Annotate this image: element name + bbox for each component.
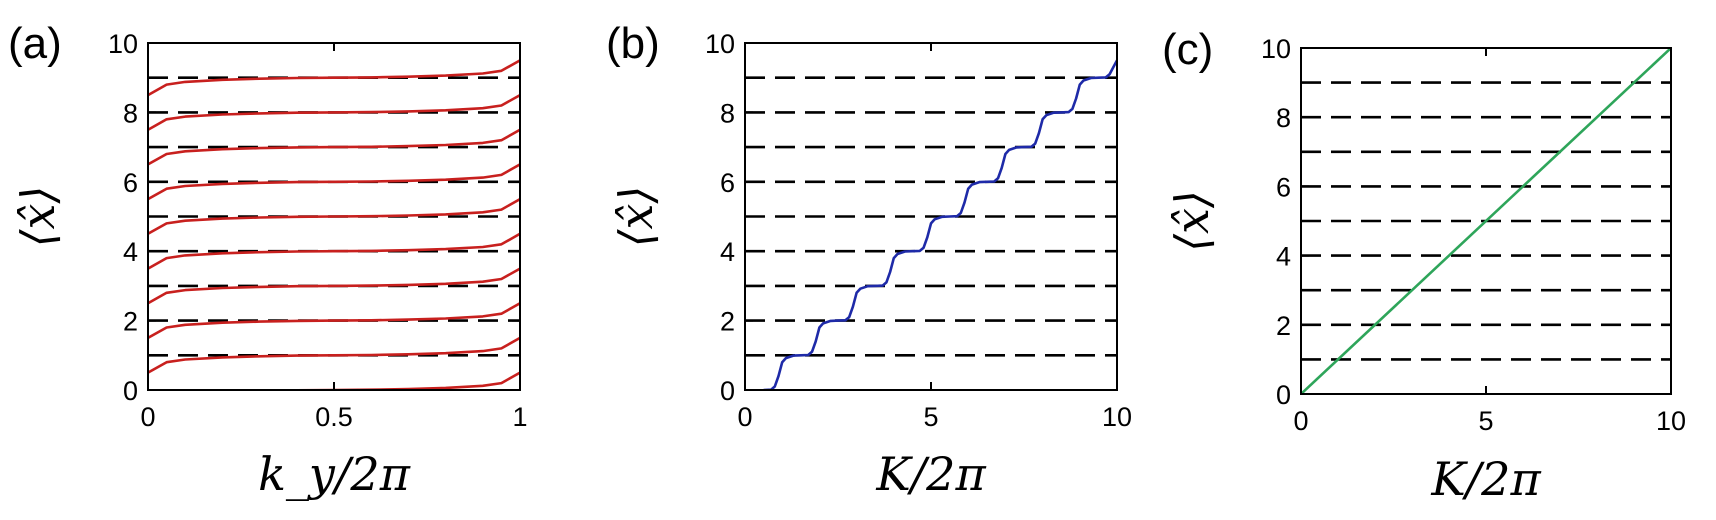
y-tick-label: 2 [123,307,138,337]
y-tick-label: 0 [123,376,138,406]
y-tick-label: 4 [123,237,138,267]
y-axis-label: ⟨x̂⟩ [11,186,65,248]
series-line [763,59,1117,390]
x-tick-label: 0 [140,402,155,432]
y-tick-label: 4 [720,237,735,267]
y-tick-label: 6 [720,168,735,198]
y-tick-label: 2 [720,307,735,337]
y-tick-label: 8 [1276,103,1291,133]
y-tick-label: 10 [108,29,138,59]
y-tick-label: 2 [1276,311,1291,341]
panel-b: 0 2 4 6 8 10 0 5 10 (b) K/2π ⟨x̂⟩ [606,19,1132,501]
y-tick-label: 8 [123,98,138,128]
x-tick-label: 5 [923,402,938,432]
y-axis-label: ⟨x̂⟩ [609,186,663,248]
x-axis-label: K/2π [1430,452,1541,506]
x-tick-label: 10 [1102,402,1132,432]
series-line [148,128,520,166]
series-line [148,93,520,131]
x-tick-label: 0.5 [315,402,353,432]
series-line [148,232,520,270]
series-line [1301,48,1671,394]
y-tick-label: 6 [123,168,138,198]
panel-label: (a) [8,19,62,68]
y-tick-label: 0 [1276,380,1291,410]
series-line [148,163,520,201]
series-line [249,371,520,390]
series-line [148,197,520,235]
x-tick-label: 5 [1478,406,1493,436]
x-axis-label: K/2π [875,447,986,501]
series-line [148,302,520,340]
y-tick-label: 6 [1276,172,1291,202]
series-line [148,59,520,97]
y-tick-label: 10 [1261,34,1291,64]
x-tick-label: 0 [1293,406,1308,436]
x-tick-label: 0 [737,402,752,432]
panel-label: (c) [1162,25,1213,74]
y-tick-label: 10 [705,29,735,59]
series-line [148,336,520,374]
panel-a: 0 2 4 6 8 10 0 0.5 1 (a) k_y/2π ⟨x̂⟩ [8,19,528,501]
x-tick-label: 10 [1656,406,1686,436]
x-axis-label: k_y/2π [258,447,411,501]
y-tick-label: 4 [1276,242,1291,272]
y-tick-label: 0 [720,376,735,406]
y-axis-label: ⟨x̂⟩ [1165,190,1219,252]
panel-label: (b) [606,19,660,68]
y-tick-label: 8 [720,98,735,128]
series-line [148,267,520,305]
panel-c: 0 2 4 6 8 10 0 5 10 (c) K/2π ⟨x̂⟩ [1162,25,1686,506]
x-tick-label: 1 [512,402,527,432]
